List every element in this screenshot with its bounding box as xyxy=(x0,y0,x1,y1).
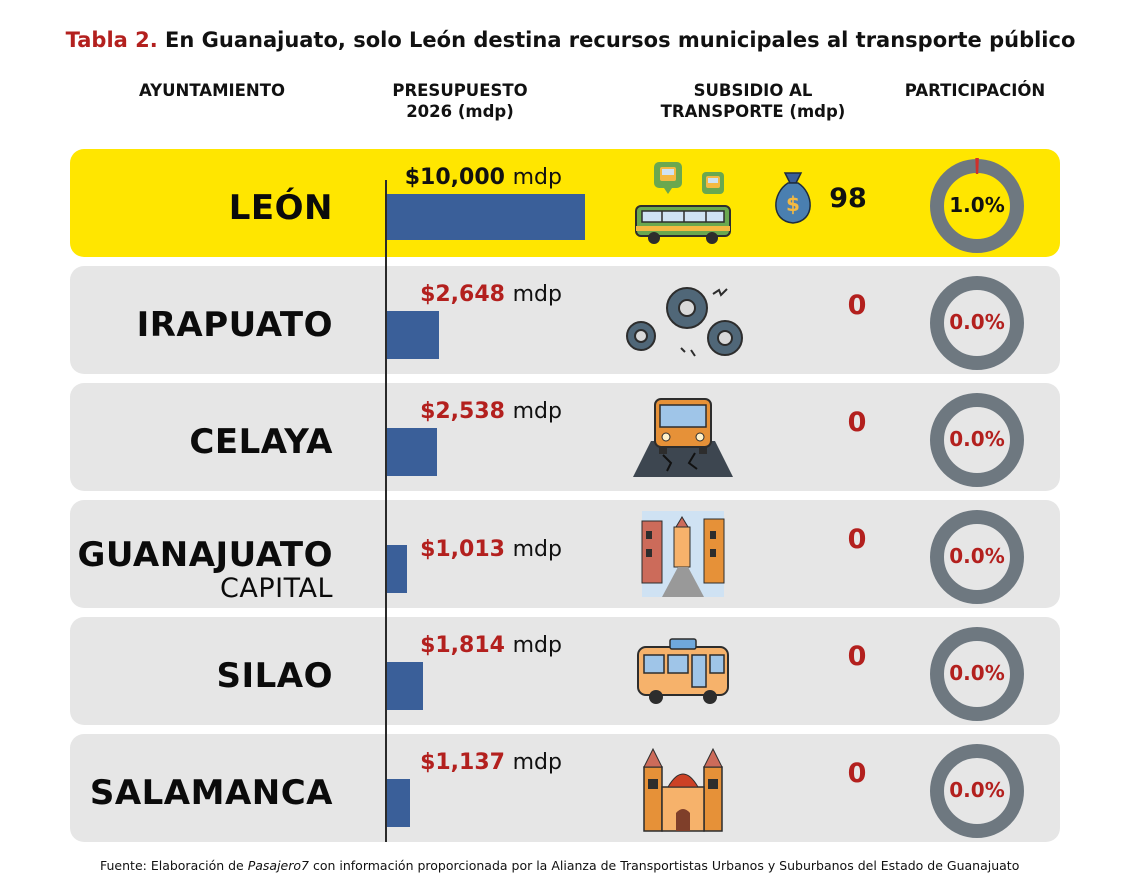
footnote-before: Fuente: Elaboración de xyxy=(100,858,248,873)
budget-label: $2,538 mdp xyxy=(420,399,562,425)
source-footnote: Fuente: Elaboración de Pasajero7 con inf… xyxy=(100,858,1019,873)
header-subsidy: SUBSIDIO AL TRANSPORTE (mdp) xyxy=(643,80,863,122)
header-subsidy-line2: TRANSPORTE (mdp) xyxy=(660,102,846,121)
table-row xyxy=(70,383,1060,491)
footnote-source: Pasajero7 xyxy=(247,858,309,873)
cathedral-icon xyxy=(643,747,723,832)
bus-icon xyxy=(637,638,729,704)
gears-icon xyxy=(625,286,743,357)
budget-bar xyxy=(387,545,407,593)
municipality-label: GUANAJUATO xyxy=(77,535,333,575)
donut-ring xyxy=(930,744,1024,838)
table-row xyxy=(70,500,1060,608)
chart-title: Tabla 2. En Guanajuato, solo León destin… xyxy=(0,28,1141,52)
municipality-name: LEÓN xyxy=(0,189,333,227)
budget-amount: $1,137 xyxy=(420,750,513,775)
budget-label: $2,648 mdp xyxy=(420,282,562,308)
budget-unit: mdp xyxy=(512,165,562,190)
donut-ring xyxy=(930,627,1024,721)
budget-unit: mdp xyxy=(512,282,562,307)
subsidy-value: 0 xyxy=(847,758,867,789)
table-number: Tabla 2. xyxy=(65,28,158,52)
budget-amount: $2,648 xyxy=(420,282,513,307)
bus-cracked-road-icon xyxy=(633,398,733,477)
subsidy-value: 98 xyxy=(829,183,867,214)
budget-amount: $10,000 xyxy=(404,165,513,190)
subsidy-value: 0 xyxy=(847,290,867,321)
footnote-after: con información proporcionada por la Ali… xyxy=(309,858,1020,873)
donut-ring xyxy=(930,276,1024,370)
bar-axis-line xyxy=(385,180,387,842)
budget-label: $1,137 mdp xyxy=(420,750,562,776)
header-budget: PRESUPUESTO 2026 (mdp) xyxy=(360,80,560,122)
money-bag-icon: $ xyxy=(775,172,811,224)
budget-bar xyxy=(387,194,585,240)
municipality-sublabel: CAPITAL xyxy=(220,573,333,604)
share-donut xyxy=(930,393,1024,487)
subsidy-value: 0 xyxy=(847,641,867,672)
share-label: 0.0% xyxy=(949,544,1005,568)
share-donut xyxy=(930,510,1024,604)
bus-stop-icon xyxy=(634,162,731,244)
budget-amount: $1,013 xyxy=(420,537,513,562)
budget-label: $1,814 mdp xyxy=(420,633,562,659)
municipality-name: SILAO xyxy=(0,657,333,695)
share-donut xyxy=(930,276,1024,370)
table-row xyxy=(70,266,1060,374)
share-donut xyxy=(930,627,1024,721)
table-row xyxy=(70,734,1060,842)
donut-ring xyxy=(930,510,1024,604)
municipality-name: GUANAJUATO CAPITAL xyxy=(0,536,333,604)
budget-bar xyxy=(387,662,423,710)
header-municipality: AYUNTAMIENTO xyxy=(138,81,285,100)
budget-amount: $2,538 xyxy=(420,399,513,424)
municipality-name: SALAMANCA xyxy=(0,774,333,812)
title-text: En Guanajuato, solo León destina recurso… xyxy=(165,28,1076,52)
header-subsidy-line1: SUBSIDIO AL xyxy=(693,81,813,100)
table-row xyxy=(70,617,1060,725)
budget-label: $10,000 mdp xyxy=(405,165,562,191)
header-budget-line2: 2026 (mdp) xyxy=(406,102,514,121)
budget-unit: mdp xyxy=(512,633,562,658)
municipality-label: SILAO xyxy=(216,656,333,696)
municipality-label: LEÓN xyxy=(228,188,333,228)
budget-label: $1,013 mdp xyxy=(420,537,562,563)
subsidy-value: 0 xyxy=(847,524,867,555)
municipality-label: CELAYA xyxy=(189,422,333,462)
budget-bar xyxy=(387,311,439,359)
share-label: 0.0% xyxy=(949,310,1005,334)
share-donut xyxy=(929,158,1025,254)
budget-unit: mdp xyxy=(512,537,562,562)
municipality-name: CELAYA xyxy=(0,423,333,461)
header-budget-line1: PRESUPUESTO xyxy=(392,81,528,100)
city-street-icon xyxy=(641,511,725,597)
share-label: 0.0% xyxy=(949,778,1005,802)
budget-bar xyxy=(387,779,410,827)
header-share: PARTICIPACIÓN xyxy=(904,81,1046,100)
budget-amount: $1,814 xyxy=(420,633,513,658)
donut-ring xyxy=(930,393,1024,487)
subsidy-value: 0 xyxy=(847,407,867,438)
share-label: 1.0% xyxy=(949,193,1005,217)
svg-text:$: $ xyxy=(786,192,800,216)
municipality-label: IRAPUATO xyxy=(136,305,333,345)
share-label: 0.0% xyxy=(949,427,1005,451)
municipality-name: IRAPUATO xyxy=(0,306,333,344)
budget-bar xyxy=(387,428,437,476)
share-label: 0.0% xyxy=(949,661,1005,685)
municipality-label: SALAMANCA xyxy=(89,773,333,813)
budget-unit: mdp xyxy=(512,399,562,424)
share-donut xyxy=(930,744,1024,838)
budget-unit: mdp xyxy=(512,750,562,775)
